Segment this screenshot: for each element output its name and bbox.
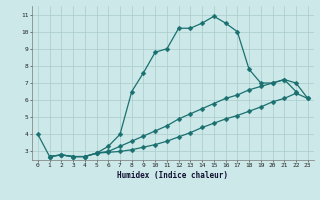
X-axis label: Humidex (Indice chaleur): Humidex (Indice chaleur)	[117, 171, 228, 180]
